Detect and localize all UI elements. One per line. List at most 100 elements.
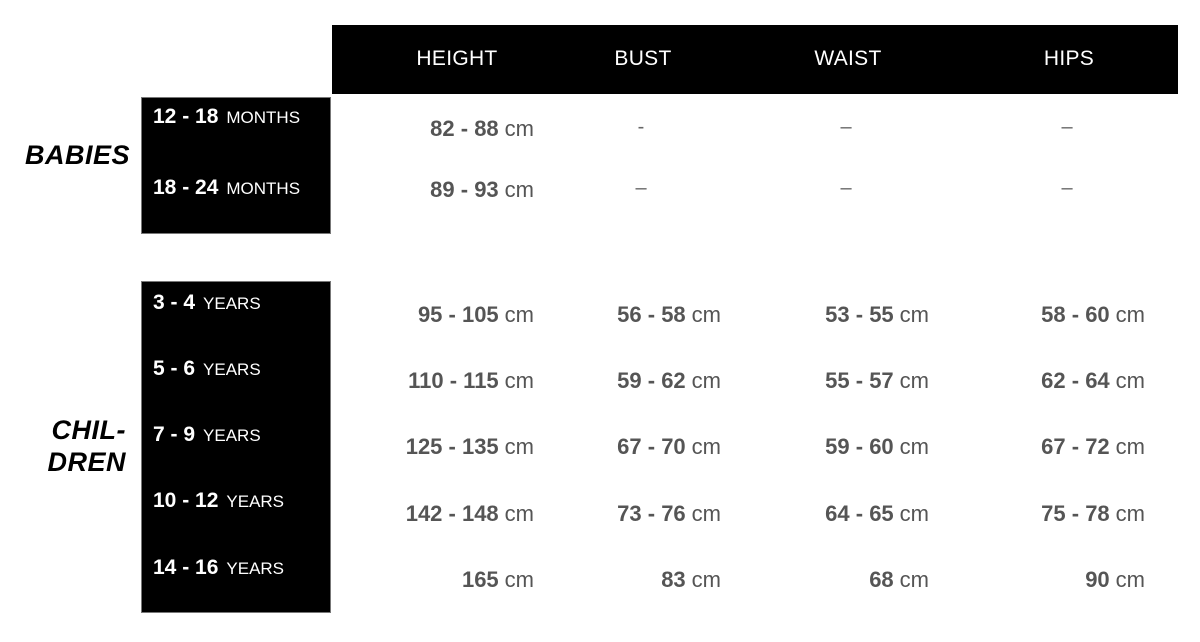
height-value: 165 cm bbox=[462, 567, 534, 593]
waist-number: 64 - 65 bbox=[825, 501, 894, 526]
waist-value: 64 - 65 cm bbox=[825, 501, 929, 527]
age-label: 12 - 18 MONTHS bbox=[153, 105, 300, 129]
group-label-children: CHIL- DREN bbox=[0, 414, 126, 478]
waist-value: 59 - 60 cm bbox=[825, 434, 929, 460]
height-unit: cm bbox=[504, 116, 534, 141]
column-header-waist: WAIST bbox=[814, 47, 882, 70]
hips-number: 62 - 64 bbox=[1041, 368, 1110, 393]
height-number: 125 - 135 bbox=[405, 434, 499, 459]
hips-unit: cm bbox=[1115, 567, 1145, 592]
height-unit: cm bbox=[504, 368, 534, 393]
age-label: 3 - 4 YEARS bbox=[153, 291, 261, 315]
group-label-children-line2: DREN bbox=[47, 447, 126, 477]
hips-number: 75 - 78 bbox=[1041, 501, 1110, 526]
babies-age-box bbox=[141, 97, 331, 234]
age-unit: MONTHS bbox=[226, 179, 301, 198]
height-value: 142 - 148 cm bbox=[406, 501, 534, 527]
height-number: 142 - 148 bbox=[405, 501, 499, 526]
age-range: 14 - 16 bbox=[153, 556, 219, 579]
group-label-children-line1: CHIL- bbox=[51, 415, 126, 445]
height-unit: cm bbox=[504, 434, 534, 459]
age-unit: YEARS bbox=[203, 360, 261, 379]
height-number: 89 - 93 bbox=[430, 177, 499, 202]
height-unit: cm bbox=[504, 567, 534, 592]
hips-value: 62 - 64 cm bbox=[1041, 368, 1145, 394]
bust-unit: cm bbox=[691, 302, 721, 327]
height-value: 110 - 115 cm bbox=[408, 368, 534, 394]
waist-unit: cm bbox=[899, 302, 929, 327]
bust-number: 67 - 70 bbox=[617, 434, 686, 459]
bust-number: 56 - 58 bbox=[617, 302, 686, 327]
age-label: 7 - 9 YEARS bbox=[153, 423, 261, 447]
waist-number: 53 - 55 bbox=[825, 302, 894, 327]
age-label: 10 - 12 YEARS bbox=[153, 489, 284, 513]
bust-unit: cm bbox=[691, 368, 721, 393]
age-unit: MONTHS bbox=[226, 108, 301, 127]
hips-number: 90 bbox=[1085, 567, 1110, 592]
hips-value: 75 - 78 cm bbox=[1041, 501, 1145, 527]
age-unit: YEARS bbox=[226, 492, 285, 511]
hips-value: 90 cm bbox=[1085, 567, 1145, 593]
height-number: 110 - 115 bbox=[408, 368, 499, 393]
hips-value: 67 - 72 cm bbox=[1041, 434, 1145, 460]
bust-number: 83 bbox=[661, 567, 686, 592]
height-unit: cm bbox=[504, 302, 534, 327]
height-unit: cm bbox=[504, 501, 534, 526]
bust-value: 67 - 70 cm bbox=[617, 434, 721, 460]
age-unit: YEARS bbox=[226, 559, 285, 578]
empty-value: – bbox=[635, 177, 647, 199]
bust-value: 73 - 76 cm bbox=[617, 501, 721, 527]
hips-unit: cm bbox=[1115, 434, 1145, 459]
empty-value: - bbox=[637, 116, 645, 138]
column-header-hips: HIPS bbox=[1043, 47, 1095, 70]
bust-number: 73 - 76 bbox=[617, 501, 686, 526]
height-number: 165 bbox=[461, 567, 499, 592]
age-range: 18 - 24 bbox=[153, 176, 219, 199]
bust-unit: cm bbox=[691, 434, 721, 459]
bust-unit: cm bbox=[691, 567, 721, 592]
bust-number: 59 - 62 bbox=[617, 368, 686, 393]
waist-unit: cm bbox=[899, 501, 929, 526]
height-value: 125 - 135 cm bbox=[406, 434, 534, 460]
hips-number: 58 - 60 bbox=[1041, 302, 1110, 327]
age-label: 5 - 6 YEARS bbox=[153, 357, 261, 381]
column-header-bust: BUST bbox=[614, 47, 672, 70]
height-value: 89 - 93 cm bbox=[430, 177, 534, 203]
age-range: 12 - 18 bbox=[153, 105, 219, 128]
height-value: 95 - 105 cm bbox=[418, 302, 534, 328]
waist-number: 55 - 57 bbox=[825, 368, 894, 393]
age-range: 5 - 6 bbox=[153, 357, 196, 380]
height-number: 95 - 105 bbox=[417, 302, 499, 327]
empty-value: – bbox=[1061, 177, 1073, 199]
height-unit: cm bbox=[504, 177, 534, 202]
empty-value: – bbox=[1061, 116, 1073, 138]
waist-number: 68 bbox=[869, 567, 894, 592]
height-value: 82 - 88 cm bbox=[430, 116, 534, 142]
waist-unit: cm bbox=[899, 567, 929, 592]
bust-value: 83 cm bbox=[661, 567, 721, 593]
group-label-babies: BABIES bbox=[24, 140, 130, 170]
hips-unit: cm bbox=[1115, 368, 1145, 393]
hips-unit: cm bbox=[1115, 501, 1145, 526]
age-unit: YEARS bbox=[203, 294, 261, 313]
hips-number: 67 - 72 bbox=[1041, 434, 1110, 459]
age-label: 18 - 24 MONTHS bbox=[153, 176, 300, 200]
waist-unit: cm bbox=[899, 368, 929, 393]
children-age-box bbox=[141, 281, 331, 613]
waist-value: 68 cm bbox=[869, 567, 929, 593]
empty-value: – bbox=[840, 177, 852, 199]
bust-unit: cm bbox=[691, 501, 721, 526]
age-range: 7 - 9 bbox=[153, 423, 196, 446]
age-range: 10 - 12 bbox=[153, 489, 219, 512]
hips-value: 58 - 60 cm bbox=[1041, 302, 1145, 328]
empty-value: – bbox=[840, 116, 852, 138]
bust-value: 56 - 58 cm bbox=[617, 302, 721, 328]
height-number: 82 - 88 bbox=[430, 116, 499, 141]
age-range: 3 - 4 bbox=[153, 291, 196, 314]
age-label: 14 - 16 YEARS bbox=[153, 556, 284, 580]
waist-unit: cm bbox=[899, 434, 929, 459]
header-bar bbox=[332, 25, 1178, 94]
bust-value: 59 - 62 cm bbox=[617, 368, 721, 394]
waist-value: 55 - 57 cm bbox=[825, 368, 929, 394]
